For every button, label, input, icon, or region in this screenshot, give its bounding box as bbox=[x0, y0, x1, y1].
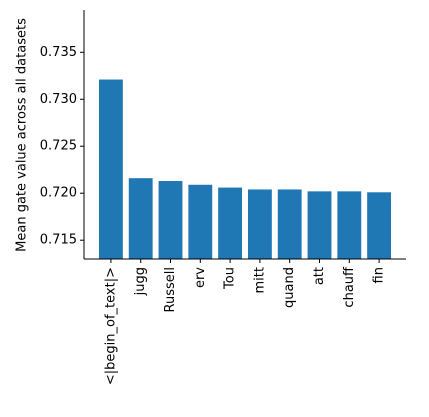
y-tick-label: 0.715 bbox=[40, 233, 77, 248]
bar bbox=[277, 189, 302, 259]
y-tick-label: 0.720 bbox=[40, 186, 77, 201]
x-tick-label: fin bbox=[372, 267, 387, 283]
bar bbox=[337, 191, 362, 259]
x-tick-label: att bbox=[312, 267, 327, 285]
y-tick-label: 0.730 bbox=[40, 92, 77, 107]
bar bbox=[247, 189, 272, 259]
x-tick-label: quand bbox=[282, 267, 297, 308]
y-tick-label: 0.725 bbox=[40, 139, 77, 154]
x-tick-label: erv bbox=[193, 267, 208, 288]
bar bbox=[128, 178, 153, 259]
x-tick-label: chauff bbox=[342, 266, 357, 308]
bar bbox=[98, 79, 123, 259]
y-tick-label: 0.735 bbox=[40, 45, 77, 60]
x-tick-label: Tou bbox=[223, 267, 238, 290]
bar bbox=[367, 192, 392, 259]
x-tick-label: mitt bbox=[252, 267, 267, 293]
bar bbox=[307, 191, 332, 259]
x-tick-label: jugg bbox=[133, 267, 148, 296]
bar bbox=[158, 181, 183, 259]
x-tick-label: Russell bbox=[163, 267, 178, 312]
x-tick-label: <|begin_of_text|> bbox=[103, 267, 118, 385]
y-axis-label: Mean gate value across all datasets bbox=[15, 18, 30, 252]
bar bbox=[188, 184, 213, 259]
bar bbox=[218, 187, 243, 259]
